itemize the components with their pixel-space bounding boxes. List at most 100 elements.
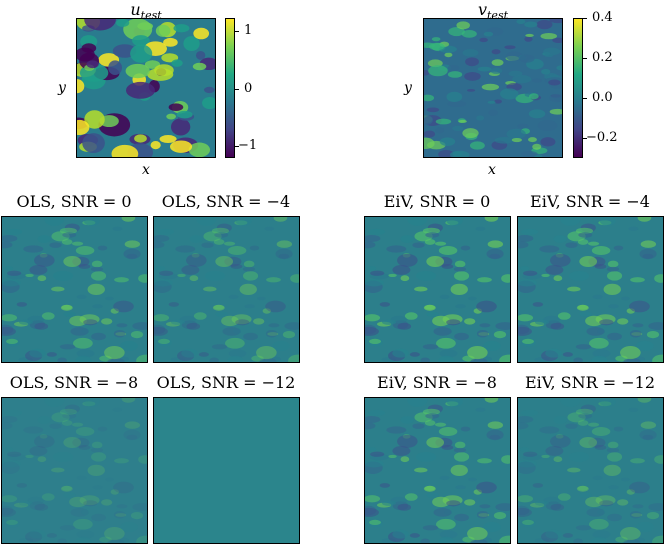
texture-blob bbox=[426, 437, 445, 449]
texture-blob bbox=[578, 413, 593, 419]
texture-blob bbox=[438, 427, 458, 436]
texture-blob bbox=[259, 358, 277, 362]
texture-blob bbox=[49, 242, 62, 248]
texture-blob bbox=[168, 103, 184, 112]
texture-blob bbox=[87, 283, 105, 296]
texture-blob bbox=[562, 533, 573, 538]
texture-blob bbox=[265, 300, 286, 313]
texture-blob bbox=[397, 434, 418, 448]
texture-blob bbox=[532, 483, 544, 488]
texture-blob bbox=[392, 445, 411, 456]
texture-blob bbox=[438, 246, 458, 255]
texture-blob bbox=[646, 330, 660, 339]
texture-blob bbox=[77, 47, 95, 62]
texture-blob bbox=[253, 318, 265, 325]
texture-blob bbox=[642, 434, 654, 440]
texture-blob bbox=[475, 407, 486, 412]
texture-blob bbox=[44, 398, 65, 407]
texture-blob bbox=[541, 454, 550, 459]
texture-blob bbox=[629, 510, 642, 519]
texture-blob bbox=[125, 63, 150, 79]
texture-blob bbox=[170, 357, 186, 362]
texture-blob bbox=[525, 33, 534, 37]
texture-blob bbox=[64, 404, 80, 414]
texture-blob bbox=[278, 253, 290, 259]
texture-blob bbox=[576, 485, 589, 492]
texture-blob bbox=[235, 319, 250, 326]
texture-blob bbox=[367, 266, 377, 271]
texture-blob bbox=[154, 326, 168, 336]
texture-blob bbox=[52, 451, 74, 462]
texture-blob bbox=[567, 412, 586, 423]
texture-blob bbox=[211, 227, 229, 235]
texture-blob bbox=[44, 217, 65, 226]
texture-blob bbox=[415, 451, 437, 462]
texture-blob bbox=[242, 266, 256, 272]
texture-blob bbox=[134, 134, 147, 143]
texture-blob bbox=[518, 326, 532, 336]
texture-blob bbox=[70, 327, 89, 336]
texture-blob bbox=[51, 412, 70, 423]
texture-blob bbox=[186, 322, 201, 330]
texture-blob bbox=[439, 294, 450, 300]
texture-blob bbox=[409, 352, 420, 357]
texture-blob bbox=[652, 535, 663, 543]
texture-blob bbox=[407, 217, 428, 226]
texture-blob bbox=[111, 144, 139, 157]
eiv-snrm4-title: EiV, SNR = −4 bbox=[530, 192, 650, 211]
texture-blob bbox=[23, 426, 44, 434]
texture-blob bbox=[177, 273, 186, 278]
texture-blob bbox=[518, 495, 534, 503]
texture-blob bbox=[636, 521, 654, 532]
texture-blob bbox=[113, 510, 126, 519]
texture-blob bbox=[617, 499, 629, 506]
texture-blob bbox=[654, 455, 663, 464]
texture-blob bbox=[18, 319, 34, 325]
texture-blob bbox=[386, 426, 407, 434]
texture-blob bbox=[452, 151, 462, 157]
texture-blob bbox=[477, 66, 492, 72]
texture-blob bbox=[70, 508, 89, 517]
texture-blob bbox=[629, 481, 650, 494]
texture-blob bbox=[2, 234, 18, 242]
texture-blob bbox=[400, 275, 410, 282]
u-test-ylabel: y bbox=[58, 80, 66, 96]
texture-blob bbox=[370, 451, 385, 457]
texture-blob bbox=[112, 226, 123, 231]
texture-blob bbox=[433, 508, 452, 517]
texture-blob bbox=[435, 127, 445, 134]
texture-blob bbox=[181, 264, 200, 275]
texture-blob bbox=[623, 358, 641, 362]
texture-blob bbox=[577, 420, 589, 426]
texture-blob bbox=[132, 35, 150, 47]
texture-blob bbox=[191, 253, 200, 258]
texture-blob bbox=[34, 434, 55, 448]
texture-blob bbox=[518, 460, 537, 468]
texture-blob bbox=[545, 529, 562, 539]
texture-blob bbox=[16, 483, 28, 488]
texture-blob bbox=[425, 232, 440, 238]
texture-blob bbox=[14, 502, 29, 508]
texture-blob bbox=[597, 509, 606, 515]
texture-blob bbox=[155, 24, 171, 37]
texture-blob bbox=[75, 355, 92, 362]
texture-blob bbox=[477, 458, 492, 464]
texture-blob bbox=[154, 64, 174, 77]
texture-blob bbox=[118, 537, 130, 543]
texture-blob bbox=[112, 407, 123, 412]
texture-blob bbox=[163, 37, 178, 47]
texture-blob bbox=[209, 357, 219, 362]
texture-blob bbox=[470, 358, 488, 362]
texture-blob bbox=[25, 273, 34, 278]
texture-blob bbox=[400, 456, 410, 463]
texture-blob bbox=[224, 256, 242, 267]
texture-blob bbox=[107, 539, 125, 543]
texture-blob bbox=[455, 485, 466, 490]
texture-blob bbox=[412, 423, 425, 429]
u-test-colorbar bbox=[225, 18, 235, 158]
texture-blob bbox=[203, 286, 217, 292]
texture-blob bbox=[77, 119, 90, 136]
texture-blob bbox=[607, 271, 623, 281]
texture-blob bbox=[487, 421, 504, 429]
v-cbar-tick-02: 0.2 bbox=[592, 50, 613, 65]
